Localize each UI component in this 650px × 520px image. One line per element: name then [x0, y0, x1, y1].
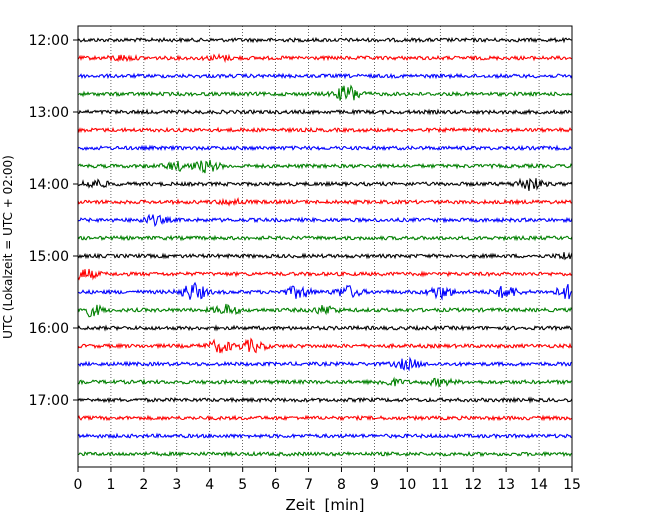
y-tick-label-3: 15:00 — [29, 249, 69, 265]
trace-1330 — [77, 144, 573, 152]
trace-1215 — [77, 53, 573, 64]
x-tick-label-8: 8 — [337, 477, 346, 493]
trace-1600 — [77, 324, 573, 332]
x-tick-label-4: 4 — [205, 477, 214, 493]
trace-1730 — [77, 432, 573, 440]
trace-1630 — [77, 356, 573, 372]
trace-1245 — [77, 84, 573, 101]
x-tick-label-15: 15 — [563, 477, 581, 493]
x-tick-label-6: 6 — [271, 477, 280, 493]
trace-1445 — [77, 234, 573, 242]
trace-1530 — [77, 281, 573, 301]
trace-1400 — [77, 177, 573, 191]
trace-1230 — [77, 72, 573, 80]
x-tick-label-5: 5 — [238, 477, 247, 493]
x-axis: 0 1 2 3 4 5 6 7 8 9 10 11 12 13 14 15 — [74, 467, 581, 493]
x-tick-label-10: 10 — [398, 477, 416, 493]
vertical-grid — [110, 26, 540, 467]
trace-1300 — [77, 108, 573, 116]
plot-frame — [77, 25, 573, 468]
x-tick-label-0: 0 — [74, 477, 83, 493]
trace-1645 — [77, 376, 573, 388]
y-tick-label-1: 13:00 — [29, 105, 69, 121]
trace-1415 — [77, 197, 573, 207]
trace-1515 — [77, 268, 573, 281]
trace-1430 — [77, 213, 573, 228]
y-tick-label-5: 17:00 — [29, 393, 69, 409]
trace-1200 — [77, 36, 573, 44]
trace-1615 — [77, 337, 573, 354]
trace-1745 — [77, 450, 573, 458]
trace-1545 — [77, 303, 573, 318]
trace-1500 — [77, 251, 573, 261]
x-tick-label-14: 14 — [530, 477, 548, 493]
x-tick-label-11: 11 — [431, 477, 449, 493]
y-axis-title: UTC (Lokalzeit = UTC + 02:00) — [1, 155, 15, 339]
x-tick-label-7: 7 — [304, 477, 313, 493]
x-tick-label-2: 2 — [139, 477, 148, 493]
trace-group — [77, 36, 573, 458]
trace-1315 — [77, 126, 573, 134]
x-tick-label-13: 13 — [497, 477, 515, 493]
y-tick-label-4: 16:00 — [29, 321, 69, 337]
x-tick-label-3: 3 — [172, 477, 181, 493]
y-tick-label-0: 12:00 — [29, 33, 69, 49]
x-tick-label-12: 12 — [464, 477, 482, 493]
trace-1700 — [77, 396, 573, 404]
x-axis-title: Zeit [min] — [285, 496, 364, 514]
trace-1345 — [77, 159, 573, 174]
x-tick-label-9: 9 — [370, 477, 379, 493]
trace-1715 — [77, 414, 573, 422]
y-axis: 12:00 13:00 14:00 15:00 16:00 17:00 — [29, 33, 78, 409]
y-tick-label-2: 14:00 — [29, 177, 69, 193]
x-tick-label-1: 1 — [106, 477, 115, 493]
